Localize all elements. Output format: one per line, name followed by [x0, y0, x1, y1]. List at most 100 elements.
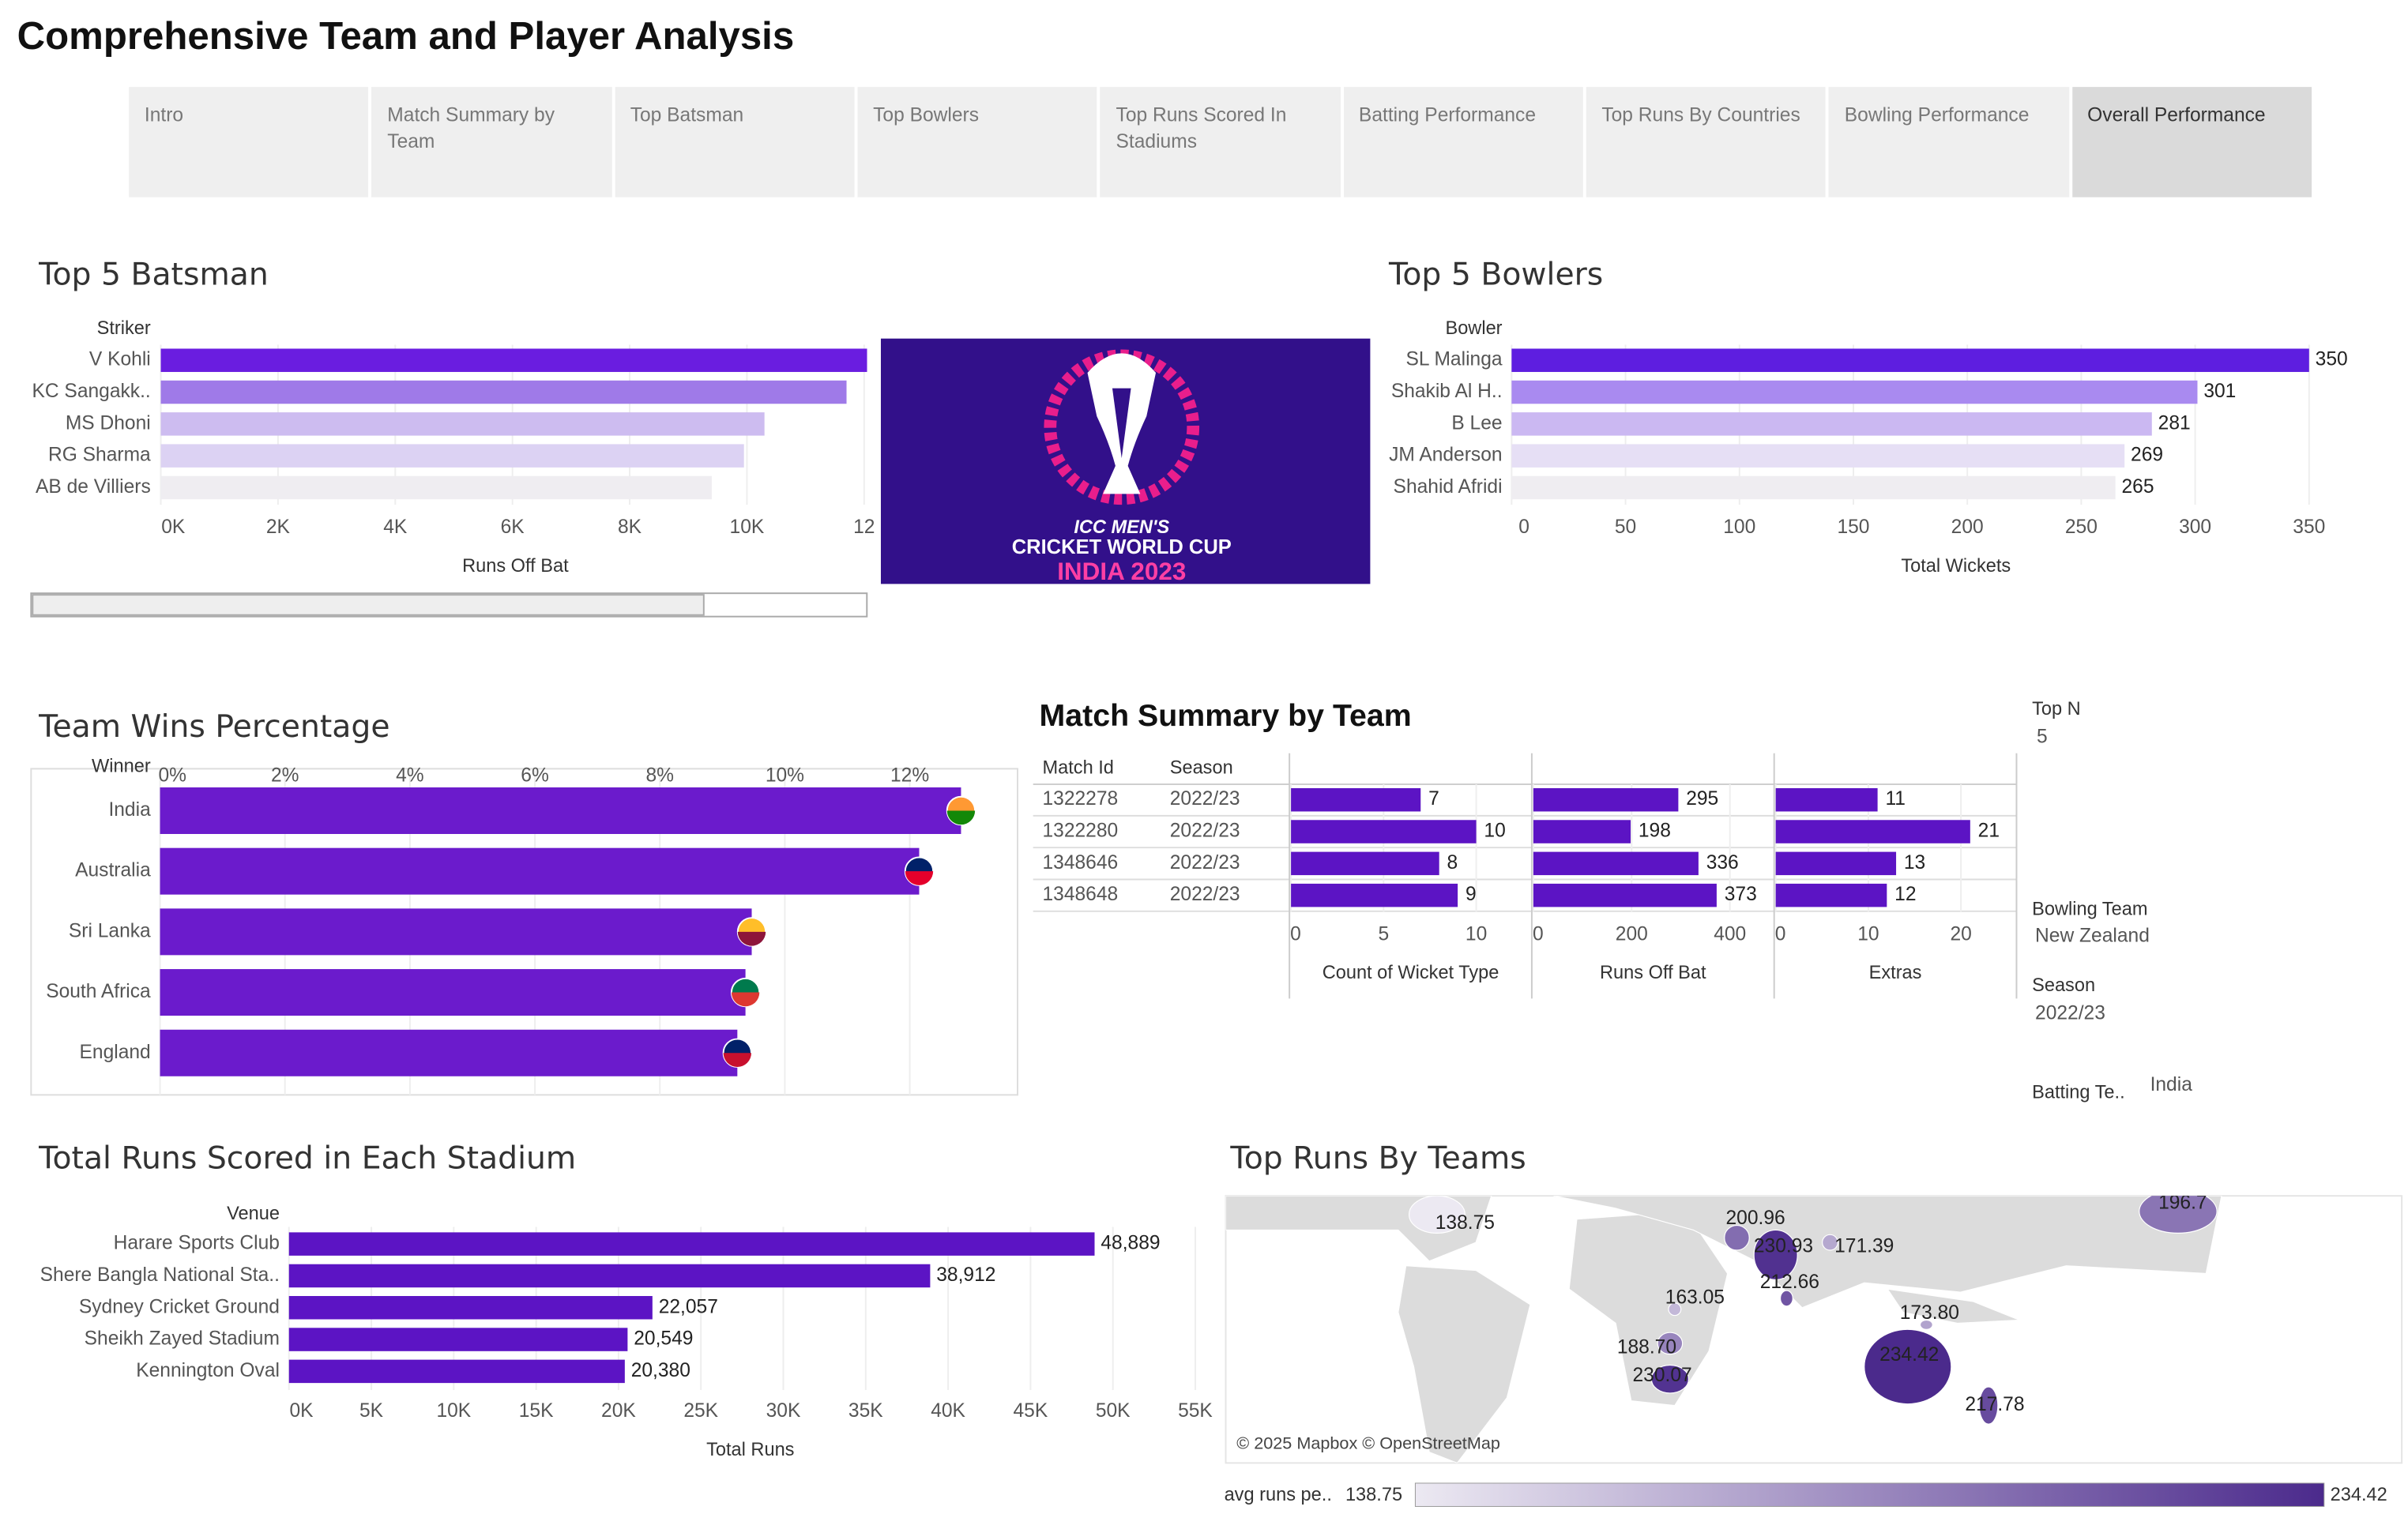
x-tick-label: 20: [1950, 923, 1971, 945]
filter-label: Top N: [2032, 698, 2081, 719]
category-label: JM Anderson: [1389, 445, 1502, 466]
value-label: 48,889: [1101, 1233, 1160, 1254]
x-tick-label: 10: [1465, 923, 1487, 945]
value-label: 7: [1428, 788, 1439, 810]
value-label: 13: [1904, 852, 1925, 873]
x-tick-label: 12%: [890, 765, 929, 787]
tab[interactable]: Batting Performance: [1343, 87, 1583, 197]
axis-title: Count of Wicket Type: [1323, 962, 1499, 982]
bar: [288, 1232, 1095, 1256]
bar: [160, 847, 920, 895]
map-region: [1978, 1386, 1999, 1425]
bar: [160, 1029, 738, 1076]
logo-trophy-detail: [1112, 388, 1131, 459]
legend-gradient: [1414, 1482, 2325, 1507]
bar: [1511, 348, 2309, 372]
category-header: Bowler: [1445, 317, 1502, 338]
bar: [1511, 412, 2152, 436]
axis-title: Total Wickets: [1901, 555, 2011, 576]
x-tick-label: 0K: [161, 517, 186, 538]
scrollbar-thumb[interactable]: [32, 594, 705, 616]
value-label: 336: [1706, 852, 1739, 873]
category-label: England: [80, 1042, 151, 1063]
flag-icon: [905, 871, 934, 885]
value-label: 21: [1978, 821, 2000, 842]
category-header: Winner: [92, 756, 151, 776]
legend-title: avg runs pe..: [1225, 1484, 1332, 1505]
tab[interactable]: Intro: [129, 87, 369, 197]
flag-icon: [731, 992, 760, 1007]
table-cell: 2022/23: [1170, 852, 1240, 873]
x-tick-label: 2K: [266, 517, 291, 538]
chart-frame: [30, 768, 1019, 1096]
category-label: B Lee: [1451, 412, 1502, 434]
x-tick-label: 40K: [931, 1400, 965, 1422]
tab[interactable]: Top Runs Scored In Stadiums: [1100, 87, 1341, 197]
x-tick-label: 50: [1615, 517, 1636, 538]
chart-title: Top Runs By Teams: [1229, 1140, 1526, 1176]
category-label: Shahid Afridi: [1394, 476, 1503, 498]
map-label: 171.39: [1834, 1236, 1894, 1257]
map-label: 173.80: [1900, 1302, 1959, 1324]
map-region: [1919, 1319, 1933, 1330]
tab[interactable]: Top Runs By Countries: [1586, 87, 1827, 197]
map-label: 138.75: [1435, 1212, 1495, 1234]
map-label: 217.78: [1965, 1394, 2024, 1415]
value-label: 22,057: [659, 1296, 718, 1317]
bar: [160, 380, 847, 404]
x-tick-label: 8%: [645, 765, 674, 787]
x-tick-label: 10K: [730, 517, 765, 538]
filter-label: Bowling Team: [2032, 899, 2147, 919]
map-region: [1650, 1364, 1690, 1394]
map-label: 230.07: [1633, 1365, 1692, 1386]
x-tick-label: 4%: [396, 765, 424, 787]
x-tick-label: 150: [1837, 517, 1869, 538]
x-tick-label: 100: [1723, 517, 1755, 538]
column-header: Match Id: [1042, 757, 1113, 778]
value-label: 350: [2316, 349, 2348, 370]
map-label: 200.96: [1725, 1208, 1785, 1229]
tab[interactable]: Overall Performance: [2071, 87, 2312, 197]
filter-value[interactable]: New Zealand: [2035, 925, 2150, 946]
bar: [1291, 851, 1439, 876]
category-label: Sydney Cricket Ground: [79, 1296, 280, 1317]
tab[interactable]: Bowling Performance: [1829, 87, 2069, 197]
tab[interactable]: Match Summary by Team: [371, 87, 612, 197]
filter-value[interactable]: India: [2150, 1074, 2193, 1095]
bar: [160, 908, 752, 956]
bar: [288, 1264, 931, 1288]
map-region: [2139, 1196, 2218, 1234]
category-label: Harare Sports Club: [114, 1233, 280, 1254]
category-label: Sheikh Zayed Stadium: [85, 1328, 280, 1350]
bar: [288, 1296, 653, 1320]
table-cell: 1322278: [1042, 788, 1118, 810]
filter-label: Season: [2032, 975, 2095, 995]
chart-title: Match Summary by Team: [1040, 698, 1412, 733]
value-label: 12: [1894, 884, 1916, 905]
chart-title: Team Wins Percentage: [38, 709, 389, 745]
x-tick-label: 50K: [1096, 1400, 1131, 1422]
x-tick-label: 0: [1533, 923, 1544, 945]
category-header: Venue: [227, 1203, 280, 1223]
map-label: 163.05: [1665, 1287, 1725, 1308]
filter-value[interactable]: 5: [2037, 727, 2048, 748]
tab[interactable]: Top Batsman: [615, 87, 855, 197]
x-tick-label: 200: [1616, 923, 1648, 945]
value-label: 265: [2122, 476, 2154, 498]
tab[interactable]: Top Bowlers: [857, 87, 1097, 197]
filter-value[interactable]: 2022/23: [2035, 1003, 2105, 1024]
tab-bar: Intro Match Summary by Team Top Batsman Top…: [129, 87, 2312, 197]
logo-text: CRICKET WORLD CUP: [1012, 536, 1232, 558]
map-label: 212.66: [1760, 1272, 1819, 1293]
x-tick-label: 10: [1857, 923, 1879, 945]
flag-icon: [723, 1053, 752, 1067]
table-cell: 1348646: [1042, 852, 1118, 873]
x-tick-label: 4K: [383, 517, 408, 538]
table-cell: 2022/23: [1170, 884, 1240, 905]
axis-title: Runs Off Bat: [462, 555, 569, 576]
x-tick-label: 55K: [1178, 1400, 1213, 1422]
map-land: [1225, 1196, 2222, 1463]
category-label: Shere Bangla National Sta..: [40, 1264, 280, 1286]
value-label: 198: [1639, 821, 1671, 842]
bar: [1533, 851, 1699, 876]
